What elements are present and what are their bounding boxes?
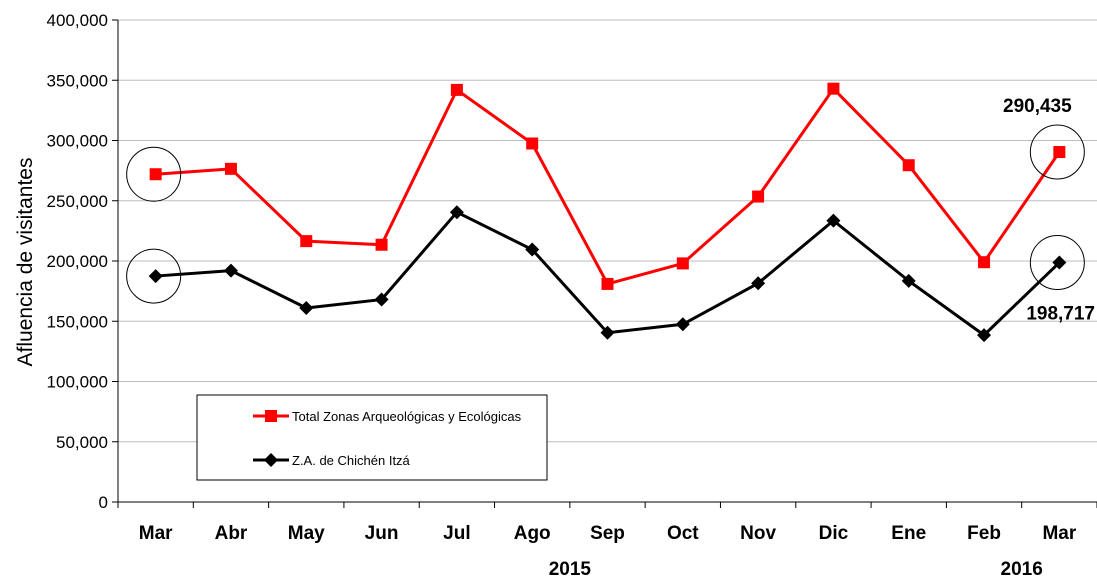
highlight-circle	[1029, 124, 1085, 180]
series-layer	[148, 82, 1067, 343]
x-tick-label: Sep	[590, 523, 625, 544]
x-tick-label: Mar	[139, 523, 173, 544]
x-tick-label: Abr	[215, 523, 248, 544]
grid-layer	[118, 19, 1097, 443]
data-point	[1053, 146, 1066, 159]
y-tick-label: 300,000	[47, 132, 108, 151]
legend-entries: Total Zonas Arqueológicas y Ecológicas Z.…	[253, 409, 522, 468]
data-point	[601, 277, 614, 290]
legend-marker	[265, 410, 277, 422]
x-tick-label: Mar	[1042, 523, 1076, 544]
data-point	[374, 292, 389, 307]
data-point	[977, 328, 992, 343]
y-tick-label: 200,000	[47, 252, 108, 271]
data-point	[526, 137, 539, 150]
year-label: 2016	[1001, 559, 1043, 578]
data-point	[1052, 255, 1067, 270]
legend-label: Z.A. de Chichén Itzá	[292, 453, 411, 468]
data-point	[827, 82, 840, 95]
y-tick-label: 400,000	[47, 11, 108, 30]
data-point	[978, 256, 991, 269]
x-tick-label: Oct	[667, 523, 699, 544]
legend: Total Zonas Arqueológicas y Ecológicas Z.…	[196, 394, 548, 481]
series-line-1	[155, 210, 1061, 337]
highlight-circle	[126, 248, 182, 304]
y-tick-label: 150,000	[47, 312, 108, 331]
circle-layer	[126, 124, 1085, 304]
x-tick-label: Jun	[365, 523, 399, 544]
x-tick-label: Ago	[514, 523, 551, 544]
x-tick-label: May	[288, 523, 325, 544]
data-point	[149, 168, 162, 181]
data-point	[751, 276, 766, 291]
year-label: 2015	[549, 559, 592, 578]
data-point	[299, 300, 314, 315]
data-point	[224, 162, 237, 175]
x-tick-label: Feb	[967, 523, 1001, 544]
series-line-0	[155, 87, 1061, 286]
x-tick-label: Jul	[443, 523, 470, 544]
y-tick-label: 350,000	[47, 71, 108, 90]
data-point	[600, 325, 615, 340]
data-point	[449, 205, 464, 220]
data-point	[826, 213, 841, 228]
data-point	[752, 190, 765, 203]
x-tick-label: Dic	[819, 523, 849, 544]
data-point	[525, 242, 540, 257]
axes-layer: 0 50,000 100,000 150,000 200,000 250,000 300,0…	[47, 11, 1097, 578]
x-tick-label: Nov	[740, 523, 776, 544]
highlight-circle	[126, 146, 182, 202]
data-point	[223, 263, 238, 278]
data-point	[902, 159, 915, 172]
y-axis-label: Afluencia de visitantes	[14, 158, 37, 367]
data-label: 290,435	[1003, 96, 1072, 117]
legend-label: Total Zonas Arqueológicas y Ecológicas	[292, 409, 522, 424]
x-tick-label: Ene	[891, 523, 926, 544]
y-tick-label: 250,000	[47, 192, 108, 211]
data-label: 198,717	[1026, 304, 1095, 325]
data-point	[300, 235, 313, 248]
data-point	[675, 317, 690, 332]
legend-box	[196, 394, 548, 481]
y-tick-label: 0	[99, 493, 108, 512]
data-point	[901, 273, 916, 288]
highlight-circle	[1029, 235, 1085, 291]
data-point	[148, 269, 163, 284]
y-tick-label: 100,000	[47, 373, 108, 392]
annot-layer: 290,435 198,717	[1003, 96, 1095, 325]
data-point	[375, 238, 388, 251]
data-point	[676, 257, 689, 270]
data-point	[450, 83, 463, 96]
legend-marker	[264, 453, 278, 467]
y-tick-label: 50,000	[56, 433, 108, 452]
